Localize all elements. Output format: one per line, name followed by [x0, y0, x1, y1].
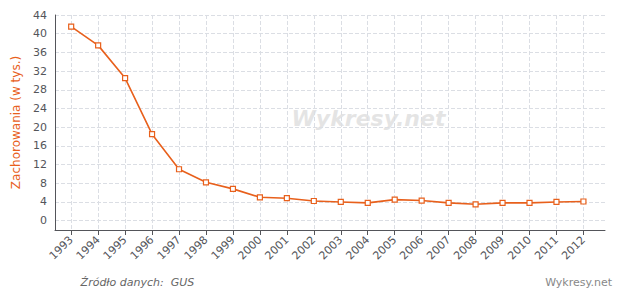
svg-text:24: 24	[33, 102, 47, 115]
svg-text:32: 32	[33, 65, 47, 78]
svg-text:2008: 2008	[451, 233, 480, 262]
svg-text:Źródło danych: GUS: Źródło danych: GUS	[80, 276, 195, 289]
svg-text:0: 0	[40, 214, 47, 227]
svg-text:44: 44	[33, 9, 47, 22]
svg-text:Wykresy.net: Wykresy.net	[291, 105, 446, 131]
svg-text:2005: 2005	[370, 233, 399, 262]
svg-text:2012: 2012	[559, 233, 588, 262]
svg-text:2006: 2006	[397, 233, 426, 262]
svg-text:1995: 1995	[101, 233, 130, 262]
svg-text:1997: 1997	[155, 233, 184, 262]
svg-text:2007: 2007	[424, 233, 453, 262]
svg-text:2004: 2004	[343, 233, 372, 262]
svg-text:2000: 2000	[236, 233, 265, 262]
svg-text:16: 16	[33, 139, 47, 152]
svg-text:36: 36	[33, 46, 47, 59]
svg-text:1998: 1998	[182, 233, 211, 262]
svg-text:2011: 2011	[532, 233, 561, 262]
svg-text:1999: 1999	[209, 233, 238, 262]
svg-text:Zachorowania (w tys.): Zachorowania (w tys.)	[9, 56, 23, 189]
svg-text:2003: 2003	[316, 233, 345, 262]
svg-text:4: 4	[40, 195, 47, 208]
svg-text:1993: 1993	[47, 233, 76, 262]
svg-text:20: 20	[33, 121, 47, 134]
svg-text:2002: 2002	[289, 233, 318, 262]
svg-text:2001: 2001	[262, 233, 291, 262]
svg-text:1996: 1996	[128, 233, 157, 262]
svg-text:28: 28	[33, 83, 47, 96]
svg-text:2010: 2010	[505, 233, 534, 262]
svg-text:12: 12	[33, 158, 47, 171]
svg-text:8: 8	[40, 177, 47, 190]
svg-text:40: 40	[33, 27, 47, 40]
svg-text:2009: 2009	[478, 233, 507, 262]
svg-text:Wykresy.net: Wykresy.net	[545, 276, 613, 289]
svg-text:1994: 1994	[74, 233, 103, 262]
